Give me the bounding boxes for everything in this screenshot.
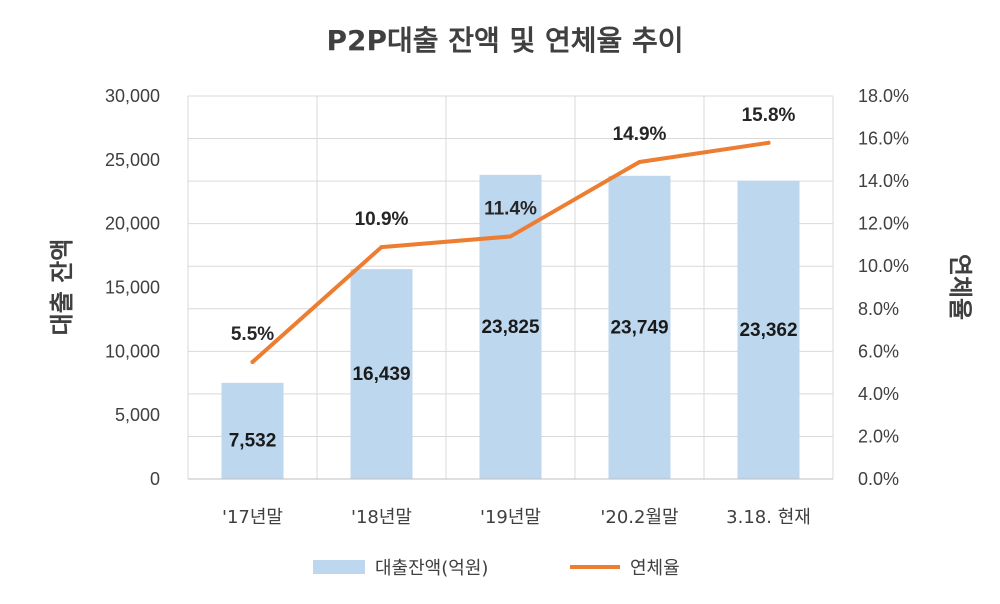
y-tick-label-left: 0 <box>150 469 160 489</box>
bar <box>350 269 413 479</box>
legend-label-line: 연체율 <box>630 558 680 579</box>
data-labels: 7,532 16,439 23,825 23,749 23,362 5.5% 10.9% 11… <box>229 105 798 451</box>
legend-swatch-bar <box>313 560 365 574</box>
chart-title: P2P대출 잔액 및 연체율 추이 <box>326 24 683 57</box>
y-tick-label-left: 10,000 <box>105 341 160 361</box>
line-series <box>250 140 771 364</box>
y-tick-label-right: 2.0% <box>858 426 899 446</box>
line-point <box>508 234 513 239</box>
y-tick-label-left: 5,000 <box>115 405 160 425</box>
y-tick-label-right: 12.0% <box>858 214 909 234</box>
bar <box>737 180 800 480</box>
y-tick-label-right: 6.0% <box>858 341 899 361</box>
y-tick-label-right: 18.0% <box>858 86 909 106</box>
bar-data-label: 16,439 <box>352 364 410 385</box>
y-tick-label-left: 20,000 <box>105 214 160 234</box>
legend: 대출잔액(억원) 연체율 <box>313 558 680 579</box>
line-data-label: 5.5% <box>231 324 274 345</box>
legend-label-bar: 대출잔액(억원) <box>375 558 488 579</box>
y-tick-label-right: 4.0% <box>858 384 899 404</box>
y-tick-label-left: 25,000 <box>105 150 160 170</box>
line-point <box>250 359 255 364</box>
y-tick-label-left: 30,000 <box>105 86 160 106</box>
bar-data-label: 23,362 <box>739 320 797 341</box>
y-tick-label-right: 0.0% <box>858 469 899 489</box>
x-tick-label: '19년말 <box>480 507 541 528</box>
x-tick-label: '17년말 <box>222 507 283 528</box>
bar-data-label: 7,532 <box>229 430 277 451</box>
line-data-label: 11.4% <box>484 198 537 219</box>
x-tick-label: '20.2월말 <box>600 507 678 528</box>
y-tick-label-right: 8.0% <box>858 299 899 319</box>
axes: 0 5,000 10,000 15,000 20,000 25,000 30,000 0.0%… <box>105 86 909 528</box>
y-tick-label-right: 14.0% <box>858 171 909 191</box>
line-data-label: 14.9% <box>613 124 667 145</box>
y-axis-title-right: 연체율 <box>946 254 974 320</box>
line-point <box>766 140 771 145</box>
bar <box>608 175 671 479</box>
bar-data-label: 23,825 <box>481 317 540 338</box>
y-tick-label-right: 16.0% <box>858 129 909 149</box>
line-point <box>637 159 642 164</box>
line-data-label: 10.9% <box>355 209 409 230</box>
line-data-label: 15.8% <box>742 105 796 126</box>
bar-data-label: 23,749 <box>610 317 668 338</box>
line-point <box>379 245 384 250</box>
y-tick-label-right: 10.0% <box>858 256 909 276</box>
x-tick-label: '18년말 <box>351 507 412 528</box>
y-tick-label-left: 15,000 <box>105 278 160 298</box>
y-axis-title-left: 대출 잔액 <box>48 239 76 336</box>
x-tick-label: 3.18. 현재 <box>726 507 811 528</box>
bar <box>221 382 284 479</box>
